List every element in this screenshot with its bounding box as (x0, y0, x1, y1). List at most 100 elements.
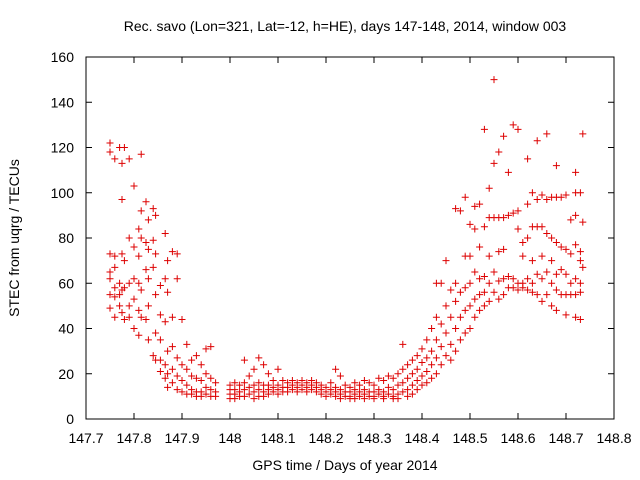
data-point (120, 284, 128, 292)
data-point (476, 275, 484, 283)
chart-title: Rec. savo (Lon=321, Lat=-12, h=HE), days… (124, 18, 567, 34)
data-point (442, 329, 450, 337)
data-point (576, 189, 584, 197)
data-point (164, 370, 172, 378)
data-point (423, 354, 431, 362)
x-tick-label: 148 (218, 430, 242, 446)
data-point (173, 250, 181, 258)
data-point (437, 361, 445, 369)
data-point (260, 361, 268, 369)
data-point (336, 395, 344, 403)
data-point (118, 159, 126, 167)
data-point (572, 211, 580, 219)
data-point (514, 125, 522, 133)
data-point (480, 288, 488, 296)
data-point (423, 367, 431, 375)
data-point (557, 193, 565, 201)
data-point (173, 386, 181, 394)
data-point (106, 139, 114, 147)
data-point (161, 361, 169, 369)
data-point (116, 279, 124, 287)
data-point (149, 205, 157, 213)
data-point (548, 302, 556, 310)
x-tick-label: 148.5 (452, 430, 487, 446)
data-point (480, 302, 488, 310)
data-point (562, 245, 570, 253)
data-point (476, 306, 484, 314)
data-point (471, 313, 479, 321)
data-point (524, 234, 532, 242)
x-tick-label: 148.3 (356, 430, 391, 446)
data-point (471, 295, 479, 303)
data-point (519, 252, 527, 260)
data-point (240, 356, 248, 364)
x-tick-label: 148.1 (260, 430, 295, 446)
data-point (152, 250, 160, 258)
data-point (552, 270, 560, 278)
data-point (250, 381, 258, 389)
data-point (399, 365, 407, 373)
data-point (255, 354, 263, 362)
data-point (298, 386, 306, 394)
data-point (567, 250, 575, 258)
data-point (437, 320, 445, 328)
data-point (432, 370, 440, 378)
data-point (490, 268, 498, 276)
data-point (423, 336, 431, 344)
data-point (456, 288, 464, 296)
data-point (404, 361, 412, 369)
data-point (442, 352, 450, 360)
data-point (164, 257, 172, 265)
data-point (365, 379, 373, 387)
data-point (380, 395, 388, 403)
data-point (471, 268, 479, 276)
y-axis-label: STEC from uqrg / TECUs (6, 159, 22, 317)
data-point (183, 381, 191, 389)
data-point (476, 200, 484, 208)
data-point (142, 239, 150, 247)
data-point (418, 372, 426, 380)
data-point (543, 268, 551, 276)
data-point (188, 356, 196, 364)
data-point (413, 377, 421, 385)
data-point (111, 284, 119, 292)
data-point (111, 263, 119, 271)
data-point (111, 155, 119, 163)
data-point (178, 388, 186, 396)
data-point (408, 356, 416, 364)
data-point (264, 370, 272, 378)
data-point (394, 370, 402, 378)
data-point (240, 392, 248, 400)
data-point (212, 392, 220, 400)
data-point (432, 354, 440, 362)
y-tick-label: 60 (58, 275, 74, 291)
data-point (490, 76, 498, 84)
data-point (356, 381, 364, 389)
data-point (380, 377, 388, 385)
data-point (514, 207, 522, 215)
data-point (452, 279, 460, 287)
data-point (471, 225, 479, 233)
data-point (197, 377, 205, 385)
data-point (332, 365, 340, 373)
data-point (528, 257, 536, 265)
x-tick-label: 147.8 (116, 430, 151, 446)
data-point (552, 239, 560, 247)
data-point (375, 374, 383, 382)
x-tick-label: 147.7 (68, 430, 103, 446)
data-point (202, 390, 210, 398)
data-point (538, 191, 546, 199)
data-point (461, 329, 469, 337)
data-point (548, 234, 556, 242)
data-point (135, 279, 143, 287)
data-point (312, 388, 320, 396)
data-point (274, 390, 282, 398)
data-point (413, 386, 421, 394)
data-point (576, 248, 584, 256)
data-point (428, 347, 436, 355)
data-point (341, 381, 349, 389)
data-point (408, 390, 416, 398)
data-point (500, 214, 508, 222)
data-point (149, 263, 157, 271)
data-point (135, 306, 143, 314)
